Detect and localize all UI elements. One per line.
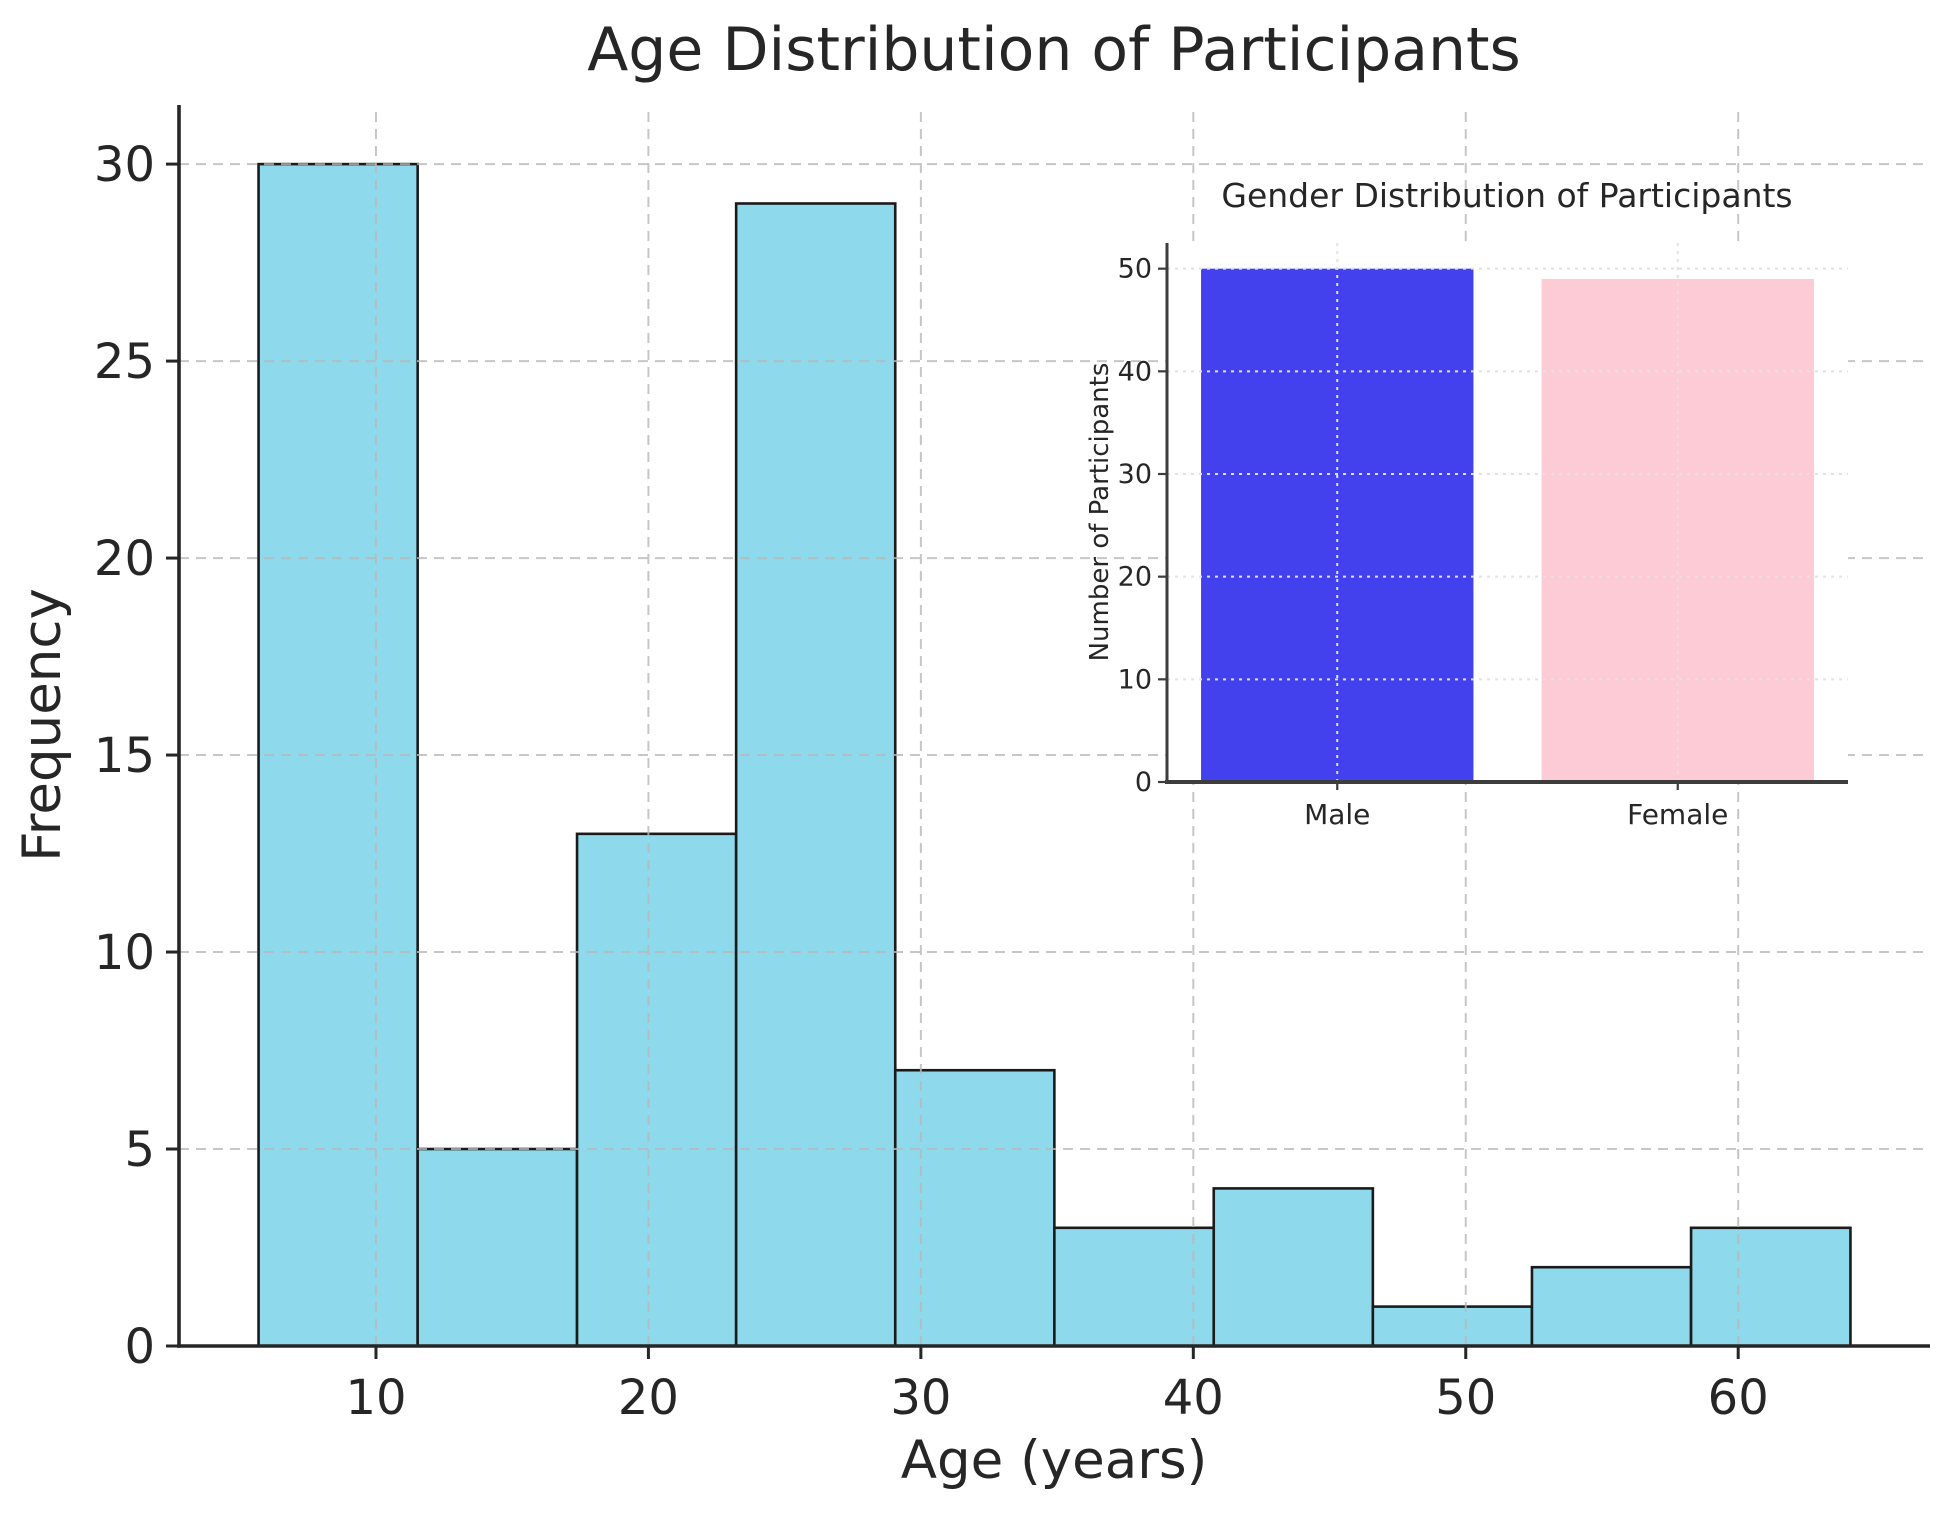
inset-ytick-label: 50 xyxy=(1118,254,1152,285)
inset-ylabel: Number of Participants xyxy=(1085,363,1115,662)
main-ytick-label: 20 xyxy=(94,531,155,587)
main-chart: 0 5 10 15 20 25 30 10 20 30 40 50 60 Age Distributio… xyxy=(12,15,1930,1491)
main-xlabel: Age (years) xyxy=(901,1430,1208,1491)
main-ytick-label: 10 xyxy=(94,925,155,981)
hist-bar xyxy=(1212,1187,1375,1348)
main-ytick-label: 30 xyxy=(94,137,155,193)
inset-axes xyxy=(1158,243,1848,790)
inset-xtick-label: Female xyxy=(1627,798,1728,831)
hist-bar xyxy=(575,832,738,1348)
hist-bar xyxy=(734,202,897,1348)
main-ytick-label: 5 xyxy=(124,1122,155,1178)
inset-chart: 0 10 20 30 40 50 Male Female Gender Distributio… xyxy=(1085,176,1848,831)
inset-ytick-label: 0 xyxy=(1135,767,1152,798)
hist-bar xyxy=(416,1147,579,1348)
hist-bar xyxy=(1530,1265,1693,1348)
inset-ytick-label: 10 xyxy=(1118,664,1152,695)
main-ylabel: Frequency xyxy=(12,588,73,862)
inset-tick-labels: 0 10 20 30 40 50 Male Female xyxy=(1118,254,1729,831)
inset-ytick-label: 30 xyxy=(1118,459,1152,490)
main-tick-labels: 0 5 10 15 20 25 30 10 20 30 40 50 60 xyxy=(94,137,1769,1426)
inset-grid xyxy=(1167,243,1848,782)
hist-bar xyxy=(1371,1305,1534,1348)
main-ytick-label: 15 xyxy=(94,728,155,784)
main-ytick-label: 25 xyxy=(94,334,155,390)
main-xtick-label: 60 xyxy=(1708,1370,1769,1426)
main-xtick-label: 20 xyxy=(618,1370,679,1426)
main-xtick-label: 40 xyxy=(1163,1370,1224,1426)
main-xtick-label: 30 xyxy=(890,1370,951,1426)
main-title: Age Distribution of Participants xyxy=(587,15,1521,85)
main-xtick-label: 50 xyxy=(1435,1370,1496,1426)
inset-xtick-label: Male xyxy=(1304,798,1370,831)
gender-bar xyxy=(1541,278,1814,782)
main-ytick-label: 0 xyxy=(124,1319,155,1375)
hist-bar xyxy=(1689,1226,1852,1348)
main-xtick-label: 10 xyxy=(345,1370,406,1426)
hist-bar xyxy=(1053,1226,1216,1348)
main-axes xyxy=(166,105,1930,1359)
inset-ytick-label: 20 xyxy=(1118,562,1152,593)
inset-title: Gender Distribution of Participants xyxy=(1221,176,1792,215)
hist-bar xyxy=(893,1068,1056,1348)
inset-ytick-label: 40 xyxy=(1118,356,1152,387)
